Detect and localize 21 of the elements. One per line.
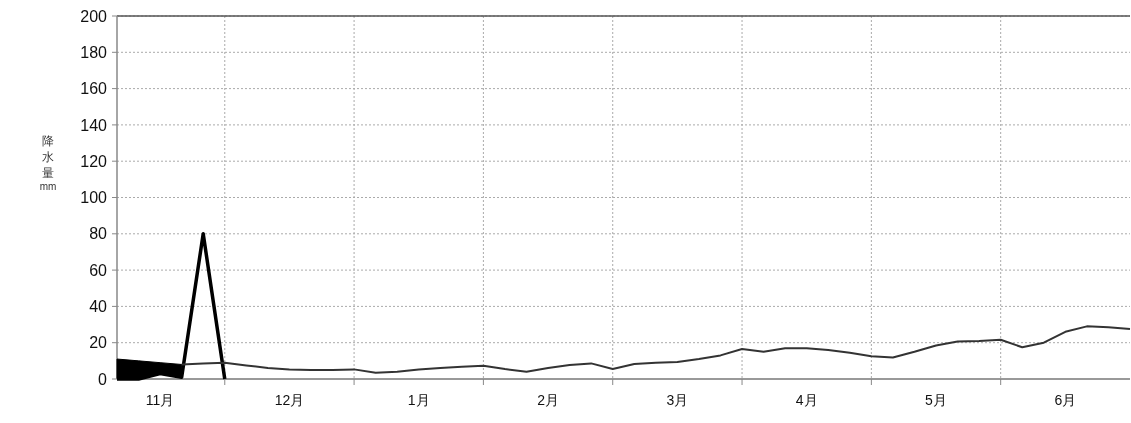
x-tick-label: 4月 <box>795 392 818 408</box>
y-tick-label: 200 <box>80 7 108 25</box>
y-tick-label: 80 <box>89 225 108 243</box>
y-tick-label: 60 <box>89 261 108 279</box>
x-tick-label: 3月 <box>666 392 689 408</box>
y-tick-label: 180 <box>80 43 108 61</box>
x-tick-label: 6月 <box>1054 392 1077 408</box>
y-tick-label: 0 <box>98 370 108 388</box>
x-tick-label: 12月 <box>274 392 305 408</box>
x-tick-label: 11月 <box>145 392 175 408</box>
y-axis-title: 降水量 mm <box>39 134 57 192</box>
y-tick-label: 140 <box>80 116 108 134</box>
y-tick-label: 120 <box>80 152 108 170</box>
y-tick-label: 40 <box>89 298 108 315</box>
x-tick-label: 5月 <box>925 392 947 408</box>
line-series <box>180 325 1131 374</box>
y-tick-label: 160 <box>80 80 108 98</box>
y-tick-label: 100 <box>80 189 108 207</box>
x-tick-label: 2月 <box>537 392 559 408</box>
x-tick-label: 1月 <box>407 392 430 408</box>
y-tick-label: 20 <box>89 334 108 352</box>
